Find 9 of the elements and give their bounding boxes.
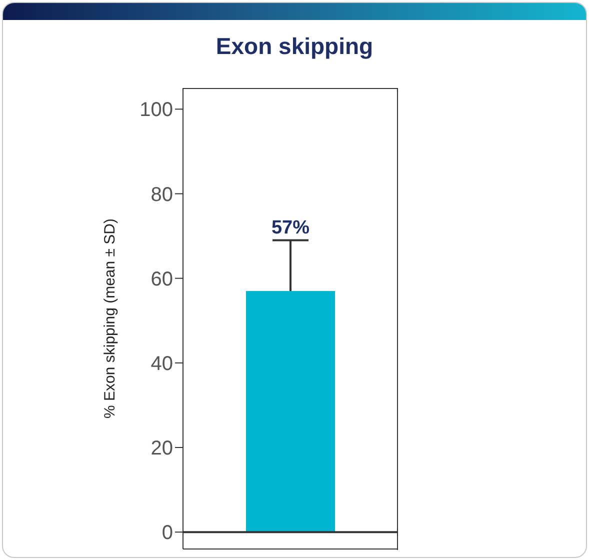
data-label: 57%	[271, 217, 310, 238]
y-tick-label: 0	[162, 522, 173, 544]
chart-title: Exon skipping	[214, 33, 374, 60]
y-tick-label: 80	[150, 184, 173, 206]
y-tick-label: 40	[150, 353, 173, 376]
y-axis-title: % Exon skipping (mean ± SD)	[101, 218, 118, 418]
y-tick-label: 100	[140, 99, 173, 122]
y-tick-label: 20	[150, 438, 173, 460]
y-tick-label: 60	[150, 268, 173, 290]
